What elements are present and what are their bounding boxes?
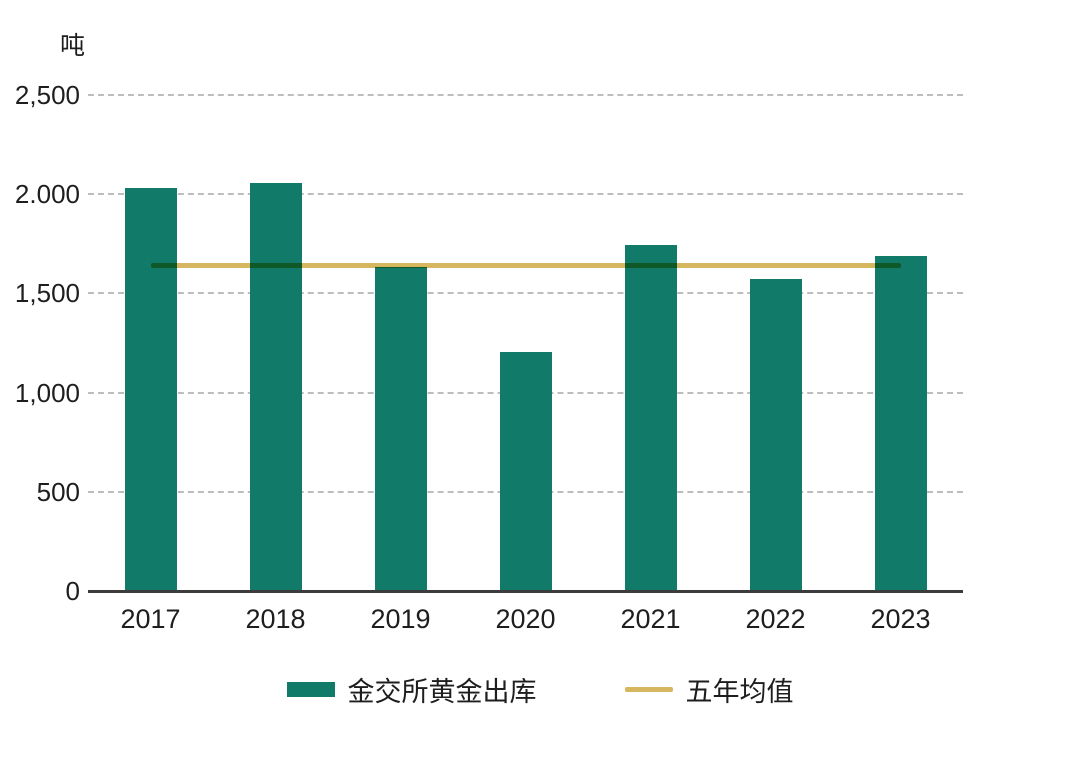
legend-item-line-series: 五年均值 [624,670,794,709]
y-tick-label-1500: 1,500 [14,278,80,309]
bar-2020 [499,351,552,591]
y-tick-label-0: 0 [65,576,80,606]
y-tick-label-2000: 2.000 [14,179,80,210]
gridline-2500 [88,94,963,96]
y-axis-unit-label: 吨 [60,32,86,60]
bar-2019 [374,266,427,591]
bar-2017 [124,188,177,591]
x-axis-line [88,589,963,593]
y-tick-label-500: 500 [36,476,80,507]
bar-2021 [624,244,677,591]
x-tick-label-2018: 2018 [245,604,306,634]
x-tick-label-2019: 2019 [370,604,431,634]
bar-2023 [874,256,927,591]
y-tick-label-1000: 1,000 [14,377,80,408]
gridline-2000 [88,193,963,196]
bar-2018 [249,183,302,591]
x-tick-label-2021: 2021 [620,604,681,634]
gridline-1500 [88,292,963,295]
five-year-average-line [150,262,901,268]
legend-bar-label: 金交所黄金出库 [347,676,537,707]
x-tick-label-2022: 2022 [745,604,806,634]
x-tick-label-2020: 2020 [495,604,556,634]
legend-item-bar-series: 金交所黄金出库 [286,670,537,709]
x-tick-label-2023: 2023 [870,604,931,634]
legend-line-label: 五年均值 [685,676,794,707]
line-series-swatch [624,686,673,692]
legend: 金交所黄金出库 五年均值 [0,670,1080,709]
y-tick-label-2500: 2,500 [14,80,80,110]
bar-2022 [749,278,802,591]
x-tick-label-2017: 2017 [120,604,181,634]
bar-series-swatch [286,681,335,697]
